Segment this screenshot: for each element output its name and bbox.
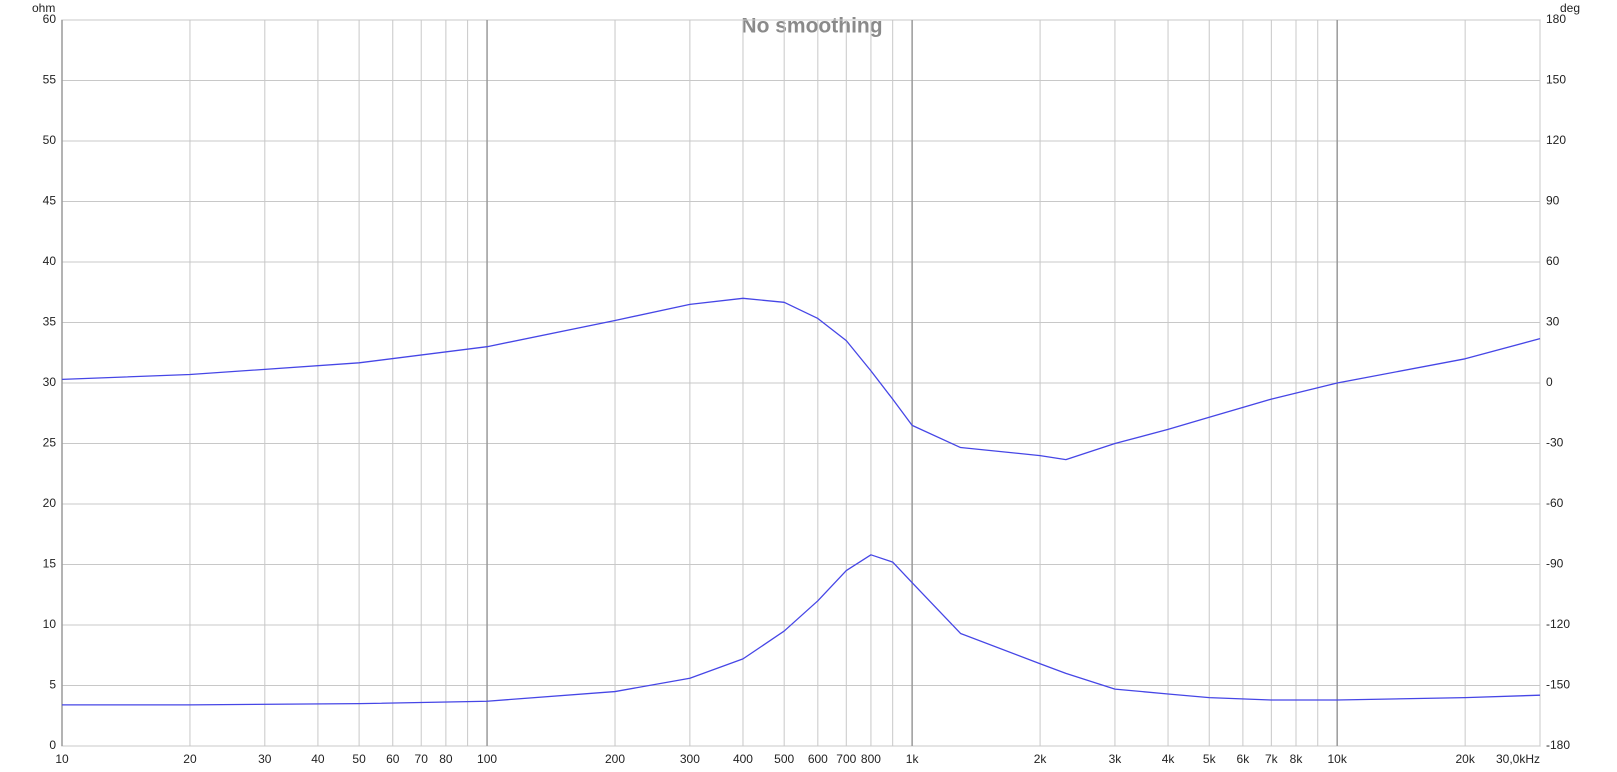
y2-tick-label: 0 — [1546, 375, 1553, 389]
y2-tick-label: -150 — [1546, 678, 1570, 692]
y2-tick-label: 60 — [1546, 254, 1560, 268]
y-tick-label: 60 — [43, 12, 57, 26]
series-line — [61, 297, 1541, 461]
x-tick-label: 80 — [439, 752, 453, 766]
x-tick-label: 50 — [352, 752, 366, 766]
y2-tick-label: -60 — [1546, 496, 1564, 510]
x-tick-label: 3k — [1109, 752, 1123, 766]
y2-tick-label: 30 — [1546, 315, 1560, 329]
y-tick-label: 25 — [43, 436, 57, 450]
x-tick-label: 5k — [1203, 752, 1217, 766]
x-tick-label: 4k — [1162, 752, 1176, 766]
x-tick-label: 700 — [836, 752, 856, 766]
y-tick-label: 40 — [43, 254, 57, 268]
x-tick-label: 800 — [861, 752, 881, 766]
y2-tick-label: -180 — [1546, 738, 1570, 752]
x-tick-label: 400 — [733, 752, 753, 766]
y-tick-label: 10 — [43, 617, 57, 631]
x-tick-label: 100 — [477, 752, 497, 766]
y2-tick-label: -120 — [1546, 617, 1570, 631]
y-tick-label: 45 — [43, 194, 57, 208]
x-tick-label: 10 — [55, 752, 69, 766]
y2-tick-label: -90 — [1546, 557, 1564, 571]
x-tick-label: 20k — [1455, 752, 1475, 766]
series-line — [62, 554, 1541, 706]
x-tick-label: 30,0kHz — [1496, 752, 1540, 766]
y-tick-label: 30 — [43, 375, 57, 389]
y-tick-label: 5 — [49, 678, 56, 692]
x-tick-label: 7k — [1265, 752, 1279, 766]
y2-axis-unit: deg — [1560, 1, 1580, 15]
x-tick-label: 8k — [1290, 752, 1304, 766]
y2-tick-label: 120 — [1546, 133, 1566, 147]
x-tick-label: 40 — [311, 752, 325, 766]
x-tick-label: 60 — [386, 752, 400, 766]
x-tick-label: 20 — [183, 752, 197, 766]
y-tick-label: 0 — [49, 738, 56, 752]
x-tick-label: 70 — [415, 752, 429, 766]
x-tick-label: 1k — [906, 752, 920, 766]
y-tick-label: 55 — [43, 73, 57, 87]
y2-tick-label: -30 — [1546, 436, 1564, 450]
x-tick-label: 10k — [1328, 752, 1348, 766]
y-tick-label: 15 — [43, 557, 57, 571]
y-tick-label: 50 — [43, 133, 57, 147]
x-tick-label: 30 — [258, 752, 272, 766]
x-tick-label: 600 — [808, 752, 828, 766]
x-tick-label: 300 — [680, 752, 700, 766]
x-tick-label: 500 — [774, 752, 794, 766]
y2-tick-label: 180 — [1546, 12, 1566, 26]
x-tick-label: 6k — [1237, 752, 1251, 766]
x-tick-label: 200 — [605, 752, 625, 766]
y-axis-unit: ohm — [32, 1, 55, 15]
y-tick-label: 20 — [43, 496, 57, 510]
y2-tick-label: 90 — [1546, 194, 1560, 208]
chart-title: No smoothing — [741, 15, 882, 38]
y-tick-label: 35 — [43, 315, 57, 329]
x-tick-label: 2k — [1034, 752, 1048, 766]
y2-tick-label: 150 — [1546, 73, 1566, 87]
